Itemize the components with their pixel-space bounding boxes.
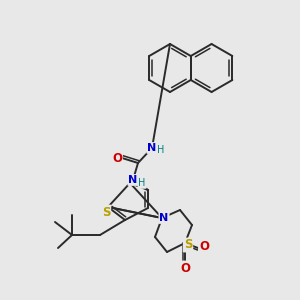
Text: O: O [199, 239, 209, 253]
Text: H: H [157, 145, 165, 155]
Text: N: N [128, 175, 138, 185]
Text: S: S [184, 238, 192, 251]
Text: H: H [138, 178, 146, 188]
Text: O: O [112, 152, 122, 164]
Text: N: N [147, 143, 157, 153]
Text: N: N [159, 213, 169, 223]
Text: S: S [102, 206, 110, 218]
Text: O: O [180, 262, 190, 275]
